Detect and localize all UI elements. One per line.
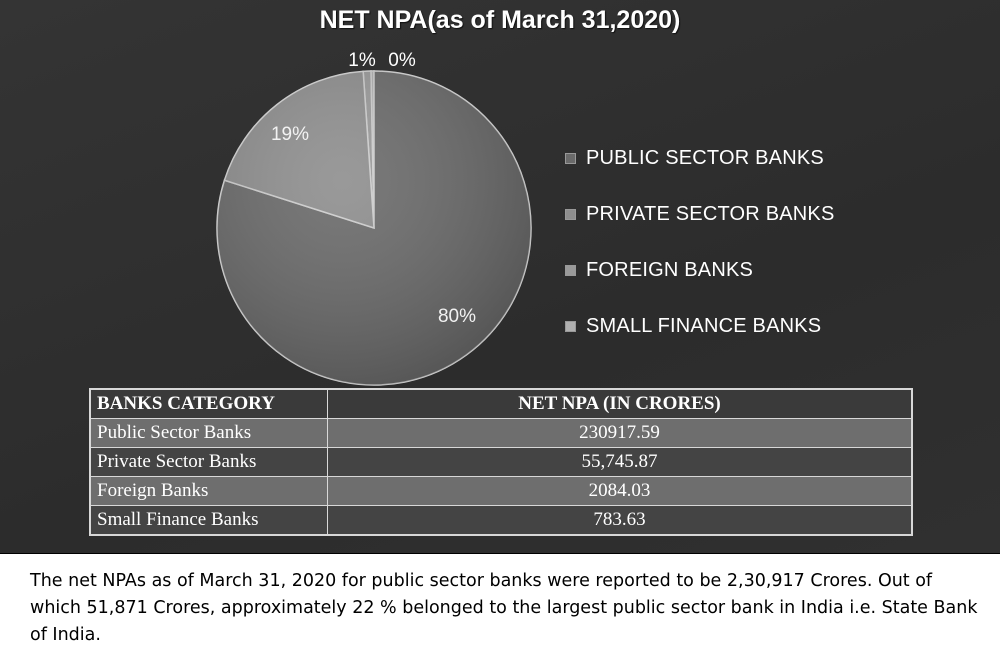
chart-legend: PUBLIC SECTOR BANKS PRIVATE SECTOR BANKS… — [565, 130, 835, 354]
legend-label: PUBLIC SECTOR BANKS — [586, 146, 824, 169]
legend-label: FOREIGN BANKS — [586, 258, 754, 281]
legend-label: SMALL FINANCE BANKS — [586, 314, 822, 337]
legend-swatch — [565, 208, 576, 220]
chart-title: NET NPA(as of March 31,2020) — [319, 6, 681, 34]
cell-net-npa: 55,745.87 — [327, 447, 913, 477]
cell-category: Public Sector Banks — [89, 418, 328, 448]
cell-category: Private Sector Banks — [89, 447, 328, 477]
column-header-net-npa: NET NPA (IN CRORES) — [327, 388, 913, 419]
legend-swatch — [565, 320, 576, 332]
pie-data-label: 19% — [271, 124, 309, 145]
legend-swatch — [565, 152, 576, 164]
pie-data-label: 0% — [388, 50, 416, 71]
legend-swatch — [565, 264, 576, 276]
table-row: Foreign Banks 2084.03 — [89, 476, 913, 506]
legend-item-small-finance: SMALL FINANCE BANKS — [565, 298, 835, 354]
table-row: Small Finance Banks 783.63 — [89, 505, 913, 536]
column-header-category: BANKS CATEGORY — [89, 388, 328, 419]
legend-item-private: PRIVATE SECTOR BANKS — [565, 186, 835, 242]
table-header-row: BANKS CATEGORY NET NPA (IN CRORES) — [89, 388, 913, 419]
legend-item-foreign: FOREIGN BANKS — [565, 242, 835, 298]
cell-net-npa: 230917.59 — [327, 418, 913, 448]
legend-label: PRIVATE SECTOR BANKS — [586, 202, 835, 225]
cell-category: Small Finance Banks — [89, 505, 328, 536]
legend-item-public: PUBLIC SECTOR BANKS — [565, 130, 835, 186]
caption-text: The net NPAs as of March 31, 2020 for pu… — [30, 571, 978, 645]
pie-data-label: 1% — [348, 50, 376, 71]
caption-box: The net NPAs as of March 31, 2020 for pu… — [0, 553, 1000, 667]
npa-table: BANKS CATEGORY NET NPA (IN CRORES) Publi… — [89, 388, 913, 536]
cell-net-npa: 783.63 — [327, 505, 913, 536]
cell-net-npa: 2084.03 — [327, 476, 913, 506]
table-row: Public Sector Banks 230917.59 — [89, 418, 913, 448]
pie-data-label: 80% — [438, 306, 476, 327]
table-row: Private Sector Banks 55,745.87 — [89, 447, 913, 477]
cell-category: Foreign Banks — [89, 476, 328, 506]
